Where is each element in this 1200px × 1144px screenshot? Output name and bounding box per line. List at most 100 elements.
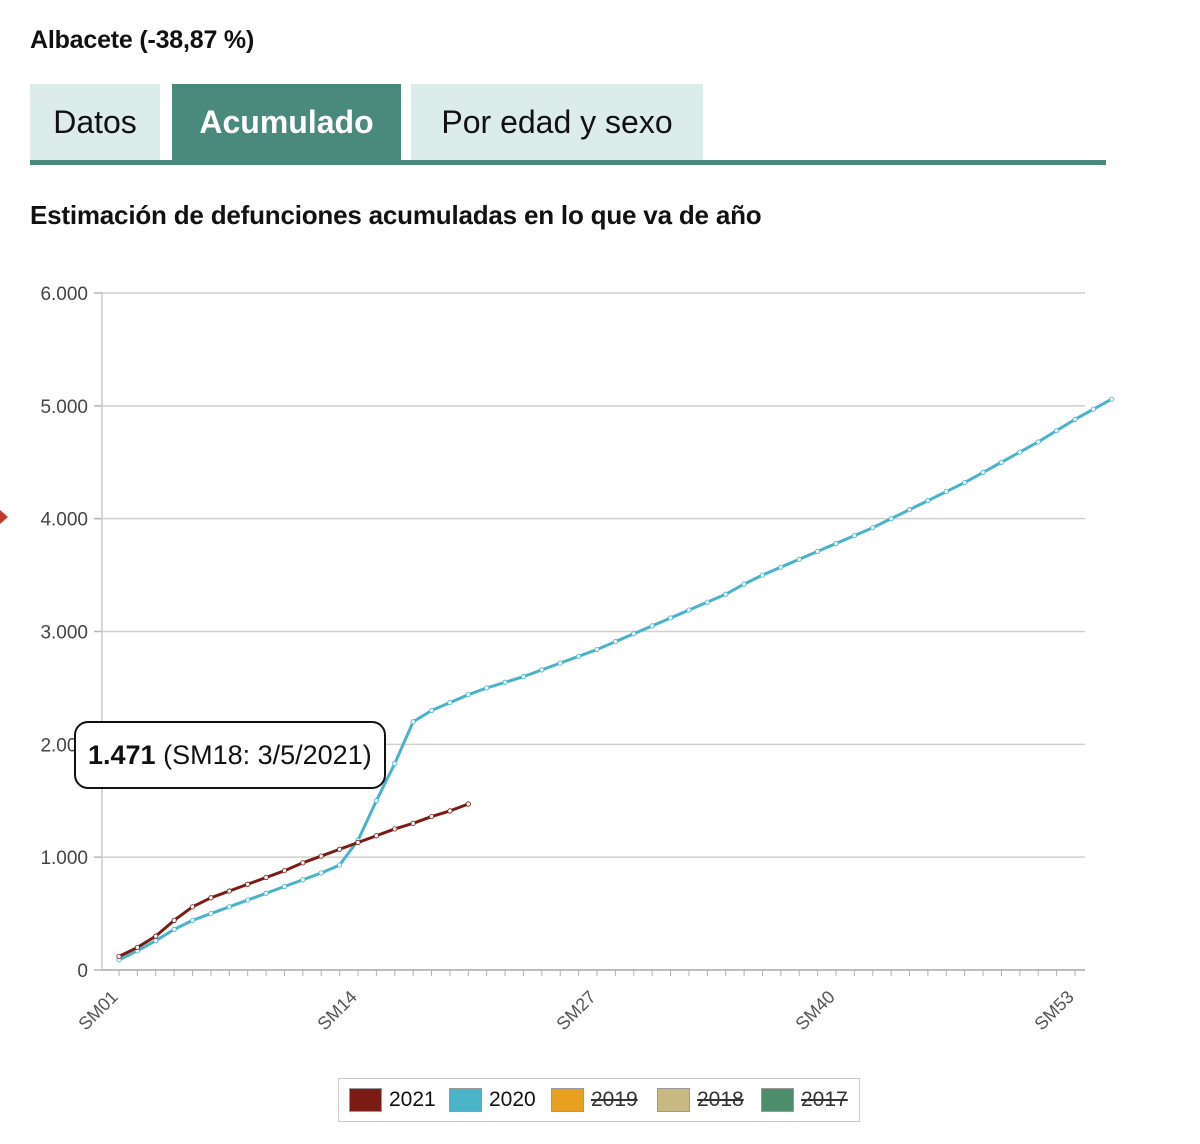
x-tick-label: SM40 [791,987,838,1034]
data-point-2020 [851,532,857,539]
data-point-2020 [980,469,986,476]
data-point-2021 [373,833,379,839]
x-tick-label: SM53 [1030,987,1077,1034]
data-point-2020 [870,525,876,531]
series-line-2021 [118,802,469,958]
data-point-2020 [520,674,527,680]
data-point-2020 [594,646,600,653]
data-point-2021 [337,846,343,852]
data-point-2020 [943,488,949,495]
data-point-2020 [539,667,545,673]
data-point-2020 [189,917,196,923]
chart-legend: 2021 2020 2019 2018 2017 [338,1078,860,1122]
data-point-2021 [208,895,214,901]
tab-por-edad-y-sexo[interactable]: Por edad y sexo [411,84,703,160]
data-point-2020 [1090,406,1096,412]
data-point-2021 [153,933,159,939]
legend-swatch [349,1088,382,1112]
data-point-2020 [906,507,913,513]
data-point-2020 [1109,396,1115,402]
x-tick-label: SM27 [552,987,599,1034]
data-point-2021 [226,888,232,894]
data-point-2020 [245,897,251,903]
data-point-2020 [741,581,747,587]
data-point-2020 [428,707,435,714]
tooltip-detail: (SM18: 3/5/2021) [155,740,372,770]
data-point-2020 [815,548,821,554]
legend-label: 2017 [801,1088,848,1111]
data-point-2020 [300,877,306,883]
tab-bar: Datos Acumulado Por edad y sexo [30,84,1106,166]
data-point-2021 [281,868,288,874]
data-point-2020 [465,692,471,698]
legend-label: 2020 [489,1088,536,1111]
tooltip-value: 1.471 [88,740,156,770]
data-point-2020 [667,615,674,621]
legend-label: 2021 [389,1088,436,1111]
data-point-2021 [318,853,324,859]
x-tick-label: SM14 [313,987,360,1034]
data-point-2020 [1017,449,1023,455]
tab-acumulado[interactable]: Acumulado [172,84,401,160]
data-point-2020 [576,653,582,659]
data-point-2021 [392,826,398,832]
data-point-2020 [778,564,784,570]
data-point-2020 [373,798,379,804]
data-point-2021 [465,801,471,807]
data-point-2020 [686,607,692,613]
data-point-2020 [962,479,968,486]
chart-title: Estimación de defunciones acumuladas en … [30,200,762,230]
data-point-2021 [447,808,453,814]
legend-swatch [657,1088,690,1112]
data-point-2020 [612,639,618,645]
data-point-2020 [649,623,655,629]
data-point-2020 [226,904,232,910]
legend-label: 2019 [591,1088,638,1111]
data-point-2020 [410,719,416,725]
data-point-2020 [925,498,931,504]
data-point-2020 [759,572,766,578]
page-title: Albacete (-38,87 %) [30,26,255,54]
data-point-2020 [833,540,839,547]
data-point-2021 [116,953,122,960]
data-point-2021 [410,820,416,826]
data-point-2020 [281,883,288,890]
y-tick-label: 3.000 [40,623,88,644]
data-point-2020 [153,938,159,944]
tab-underline [30,160,1106,165]
data-point-2020 [208,910,214,917]
y-tick-label: 6.000 [40,284,88,305]
y-tick-label: 5.000 [40,397,88,418]
data-point-2020 [998,459,1005,465]
data-point-2020 [557,660,563,666]
data-point-2020 [888,516,894,522]
data-point-2021 [428,813,435,820]
data-point-2021 [263,874,269,881]
data-point-2020 [1072,416,1078,422]
data-point-2021 [189,904,196,910]
data-point-2020 [796,556,802,562]
data-point-2020 [1035,439,1041,445]
legend-swatch [551,1088,584,1112]
y-tick-label: 1.000 [40,848,88,869]
data-point-2020 [263,890,269,896]
data-point-2020 [392,760,398,767]
data-point-2021 [355,839,361,846]
legend-label: 2018 [697,1088,744,1111]
data-point-2020 [631,631,637,637]
data-point-2021 [134,944,140,951]
data-point-2020 [447,699,453,706]
legend-swatch [449,1088,482,1112]
side-marker-icon [0,510,8,524]
y-tick-label: 0 [77,961,88,982]
data-point-2020 [1054,428,1060,434]
data-point-2021 [245,881,251,887]
data-point-2020 [723,591,729,597]
tab-datos[interactable]: Datos [30,84,160,160]
data-point-2020 [171,926,177,932]
legend-swatch [761,1088,794,1112]
data-point-2021 [171,917,177,923]
data-point-2020 [318,870,324,876]
data-point-2020 [484,685,490,691]
